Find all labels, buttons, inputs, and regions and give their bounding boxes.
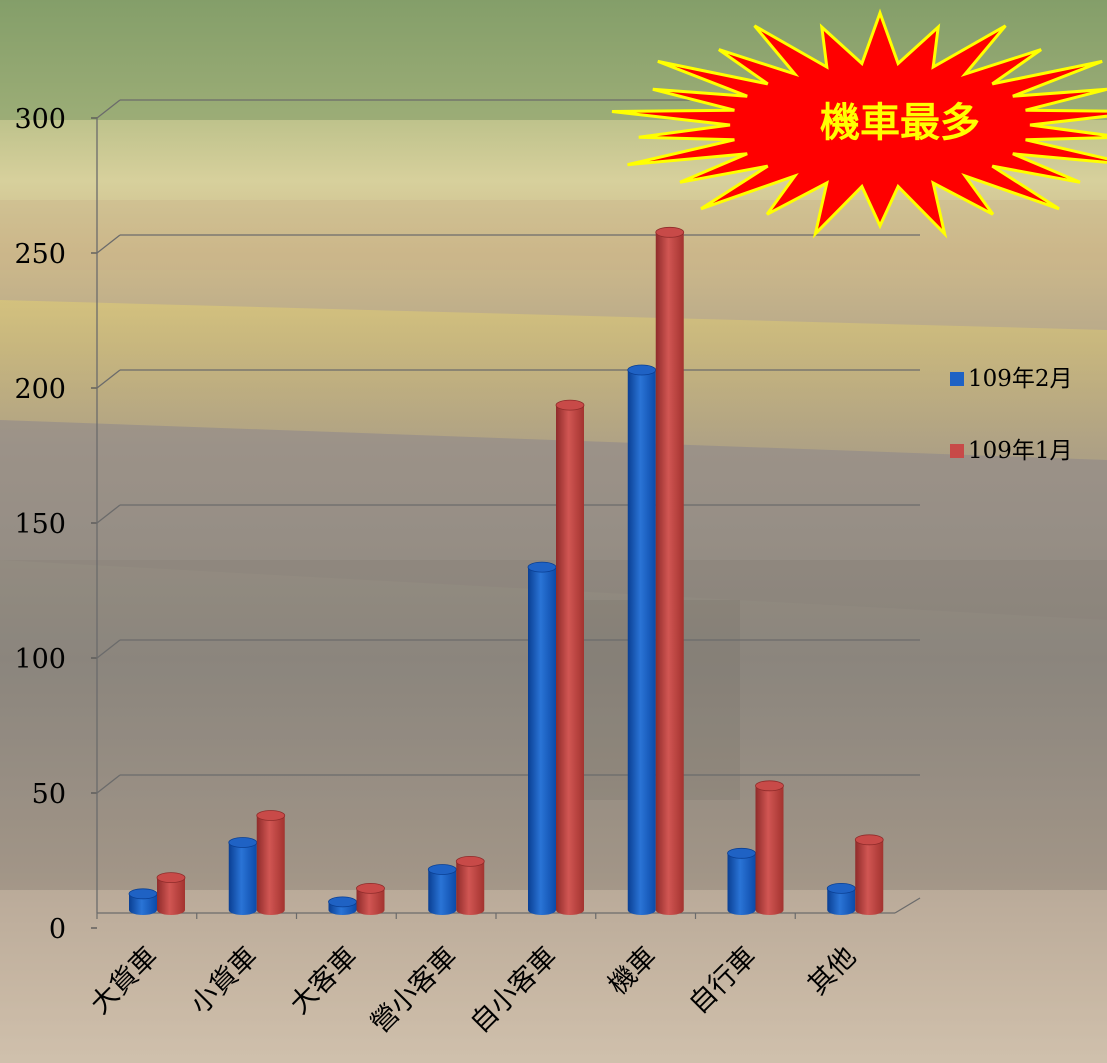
y-tick-label: 300 [14, 104, 66, 135]
bar-body [356, 888, 385, 915]
bar [356, 883, 385, 915]
bar [156, 872, 186, 915]
y-tick-label: 0 [49, 914, 66, 945]
legend-swatch [950, 444, 964, 458]
bar-body [228, 842, 257, 915]
grid-line-diag [96, 774, 121, 794]
legend-swatch [950, 372, 964, 386]
legend: 109年2月 109年1月 [950, 366, 1073, 464]
grid-line-diag [96, 504, 121, 524]
y-tick-label: 100 [14, 644, 66, 675]
bar-body [528, 567, 556, 915]
bar [655, 226, 685, 916]
y-tick-label: 200 [14, 374, 66, 405]
bar-body [157, 877, 185, 915]
bar-top [427, 864, 457, 875]
bar [555, 399, 585, 915]
starburst-callout: 機車最多 [611, 8, 1107, 239]
x-axis-categories: 大貨車 小貨車 大客車 營小客車 自小客車 機車 自行車 其他 [85, 941, 862, 1039]
y-axis-ticks: 0 50 100 150 200 250 300 [14, 104, 66, 945]
bar-body [556, 405, 584, 915]
bar [228, 837, 258, 915]
bar-top [755, 780, 784, 792]
bar [826, 883, 856, 915]
grid-line-diag [96, 234, 121, 254]
x-axis-depth [894, 897, 921, 914]
bar [328, 896, 357, 915]
starburst-shape [611, 8, 1107, 239]
bar-top [228, 837, 258, 848]
x-category-label: 其他 [802, 941, 862, 1001]
callout-text: 機車最多 [820, 100, 980, 146]
bar-top [128, 888, 158, 900]
bar-body [855, 839, 884, 915]
bar-top [826, 883, 856, 894]
bar-body [727, 853, 756, 915]
x-category-label: 自小客車 [465, 941, 563, 1039]
bar [727, 847, 756, 915]
bar [256, 810, 286, 915]
bar-top [727, 847, 756, 859]
x-category-label: 營小客車 [365, 941, 463, 1039]
bar-body [755, 785, 784, 915]
bar-body [129, 893, 157, 915]
x-category-label: 大客車 [284, 941, 363, 1020]
y-tick-label: 50 [32, 779, 66, 810]
y-tick-label: 250 [14, 239, 66, 270]
bar-top [455, 856, 485, 867]
grid-line-diag [96, 639, 121, 659]
legend-label: 109年2月 [968, 366, 1073, 392]
bar-top [527, 561, 557, 573]
x-category-label: 機車 [603, 941, 663, 1001]
grid-line-diag [96, 99, 121, 119]
bar-top [854, 834, 884, 846]
bar [527, 561, 557, 915]
bar [755, 780, 784, 915]
bar-top [655, 226, 685, 238]
bar-body [456, 861, 485, 915]
grid-lines [91, 99, 921, 929]
bar-top [256, 810, 286, 821]
bar-top [156, 872, 186, 883]
bar-body [627, 370, 656, 915]
grid-line-diag [96, 369, 121, 389]
bar-top [328, 896, 357, 908]
bar-top [627, 364, 657, 376]
bar-top [555, 399, 585, 411]
bar [128, 888, 158, 915]
x-category-label: 自行車 [683, 941, 762, 1020]
bar [455, 856, 485, 915]
bar [627, 364, 657, 915]
y-tick-label: 150 [14, 509, 66, 540]
bar [427, 864, 457, 915]
x-category-label: 大貨車 [85, 941, 164, 1020]
x-category-label: 小貨車 [185, 941, 264, 1020]
bar-body [655, 232, 684, 916]
bars [128, 226, 884, 916]
bar-body [256, 815, 285, 915]
bar [854, 834, 884, 915]
legend-label: 109年1月 [968, 438, 1073, 464]
bar-body [827, 888, 856, 915]
bar-body [428, 869, 457, 915]
bar-top [356, 883, 385, 894]
